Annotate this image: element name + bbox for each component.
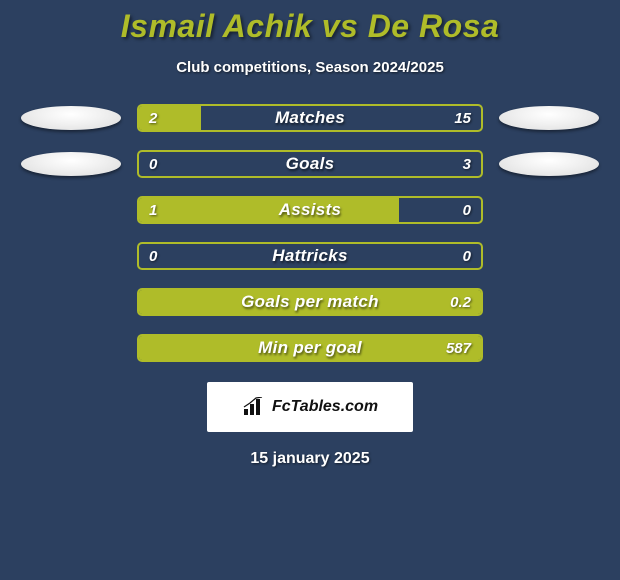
stat-row: 587Min per goal xyxy=(0,334,620,362)
stat-rows: 215Matches 03Goals 10Assists 00Hattricks 0.2… xyxy=(0,104,620,362)
stat-row: 0.2Goals per match xyxy=(0,288,620,316)
stat-bar: 215Matches xyxy=(137,104,483,132)
stat-label: Assists xyxy=(139,198,481,222)
player-left-badge xyxy=(21,150,121,178)
stat-bar: 587Min per goal xyxy=(137,334,483,362)
stat-label: Goals xyxy=(139,152,481,176)
club-logo-placeholder xyxy=(499,152,599,176)
page-title: Ismail Achik vs De Rosa xyxy=(121,8,499,45)
stat-row: 215Matches xyxy=(0,104,620,132)
stat-label: Min per goal xyxy=(139,336,481,360)
stat-row: 10Assists xyxy=(0,196,620,224)
snapshot-date: 15 january 2025 xyxy=(250,450,369,468)
stat-row: 03Goals xyxy=(0,150,620,178)
stat-bar: 03Goals xyxy=(137,150,483,178)
club-logo-placeholder xyxy=(21,152,121,176)
stat-bar: 00Hattricks xyxy=(137,242,483,270)
page-subtitle: Club competitions, Season 2024/2025 xyxy=(176,59,444,76)
comparison-infographic: Ismail Achik vs De Rosa Club competition… xyxy=(0,0,620,580)
player-right-badge xyxy=(499,104,599,132)
club-logo-placeholder xyxy=(21,106,121,130)
stat-bar: 0.2Goals per match xyxy=(137,288,483,316)
attribution-text: FcTables.com xyxy=(272,398,378,416)
player-right-badge xyxy=(499,150,599,178)
stat-row: 00Hattricks xyxy=(0,242,620,270)
attribution-badge: FcTables.com xyxy=(207,382,413,432)
stat-label: Goals per match xyxy=(139,290,481,314)
stat-label: Matches xyxy=(139,106,481,130)
bar-chart-icon xyxy=(242,397,266,417)
stat-bar: 10Assists xyxy=(137,196,483,224)
stat-label: Hattricks xyxy=(139,244,481,268)
player-left-badge xyxy=(21,104,121,132)
club-logo-placeholder xyxy=(499,106,599,130)
